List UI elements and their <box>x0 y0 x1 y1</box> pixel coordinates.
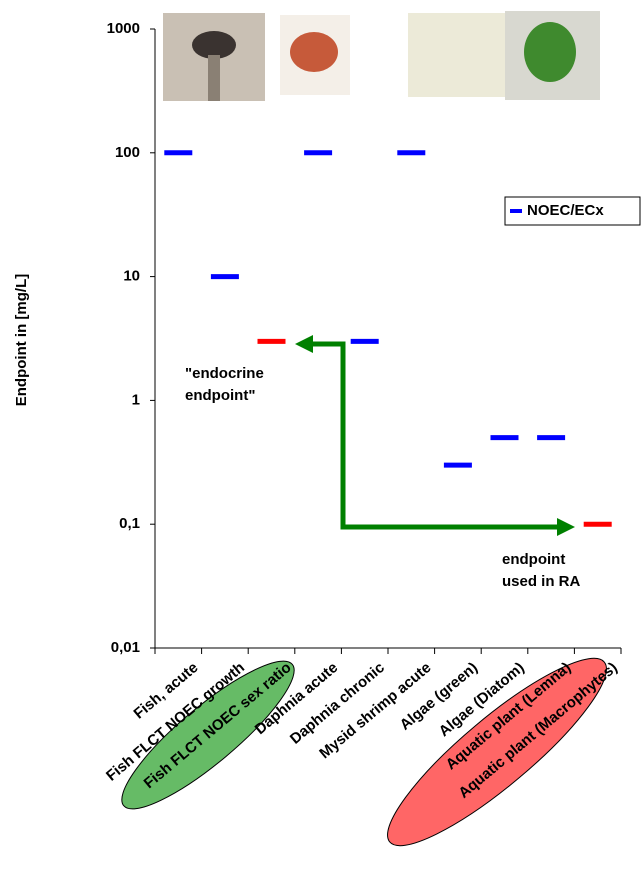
photo-algae <box>408 13 505 97</box>
y-tick-label: 0,1 <box>119 515 140 532</box>
legend-label: NOEC/ECx <box>527 202 604 219</box>
arrow-head <box>295 335 313 353</box>
y-tick-label: 1000 <box>107 20 140 37</box>
arrow-head <box>557 518 575 536</box>
y-tick-label: 10 <box>123 268 140 285</box>
photo-detail <box>290 32 338 72</box>
photo-detail <box>524 22 576 82</box>
annotation: used in RA <box>502 573 581 590</box>
arrow <box>312 344 560 527</box>
y-tick-label: 0,01 <box>111 639 140 656</box>
photo-detail <box>208 55 220 101</box>
y-tick-label: 1 <box>132 391 140 408</box>
y-axis-title: Endpoint in [mg/L] <box>13 274 30 406</box>
highlight-ellipse <box>368 636 626 868</box>
chart: Endpoint in [mg/L] 0,010,11101001000Fish… <box>0 0 641 894</box>
annotation: "endocrine <box>185 365 264 382</box>
annotation: endpoint" <box>185 387 255 404</box>
photo-detail <box>192 31 236 59</box>
photos <box>163 11 600 101</box>
annotation: endpoint <box>502 551 565 568</box>
y-tick-label: 100 <box>115 144 140 161</box>
arrow-line <box>312 344 560 527</box>
